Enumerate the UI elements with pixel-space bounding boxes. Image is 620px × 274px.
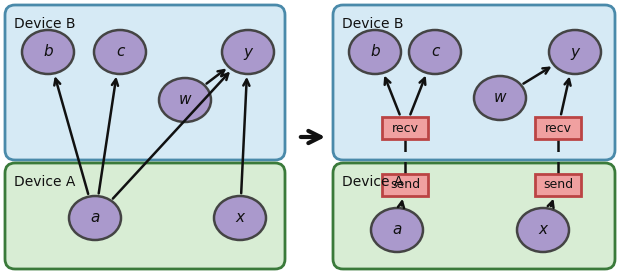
Text: w: w	[179, 93, 191, 107]
Text: b: b	[370, 44, 380, 59]
Text: send: send	[390, 178, 420, 192]
Ellipse shape	[69, 196, 121, 240]
Ellipse shape	[22, 30, 74, 74]
Text: b: b	[43, 44, 53, 59]
Text: recv: recv	[391, 121, 419, 135]
Text: y: y	[244, 44, 252, 59]
Ellipse shape	[222, 30, 274, 74]
Text: a: a	[91, 210, 100, 226]
Bar	[535, 117, 581, 139]
Ellipse shape	[517, 208, 569, 252]
Bar	[535, 174, 581, 196]
Text: send: send	[543, 178, 573, 192]
Text: Device A: Device A	[342, 175, 404, 189]
Bar	[382, 174, 428, 196]
FancyBboxPatch shape	[333, 5, 615, 160]
Ellipse shape	[159, 78, 211, 122]
Text: a: a	[392, 222, 402, 238]
Text: Device A: Device A	[14, 175, 76, 189]
Text: x: x	[236, 210, 244, 226]
Ellipse shape	[349, 30, 401, 74]
Ellipse shape	[474, 76, 526, 120]
Text: recv: recv	[544, 121, 572, 135]
FancyBboxPatch shape	[333, 163, 615, 269]
Ellipse shape	[371, 208, 423, 252]
Bar	[382, 117, 428, 139]
FancyBboxPatch shape	[5, 163, 285, 269]
Ellipse shape	[214, 196, 266, 240]
Text: c: c	[431, 44, 439, 59]
Text: Device B: Device B	[342, 17, 404, 31]
Text: x: x	[539, 222, 547, 238]
Ellipse shape	[94, 30, 146, 74]
FancyBboxPatch shape	[5, 5, 285, 160]
Text: y: y	[570, 44, 580, 59]
Ellipse shape	[549, 30, 601, 74]
Text: c: c	[116, 44, 124, 59]
Text: Device B: Device B	[14, 17, 76, 31]
Ellipse shape	[409, 30, 461, 74]
Text: w: w	[494, 90, 507, 105]
